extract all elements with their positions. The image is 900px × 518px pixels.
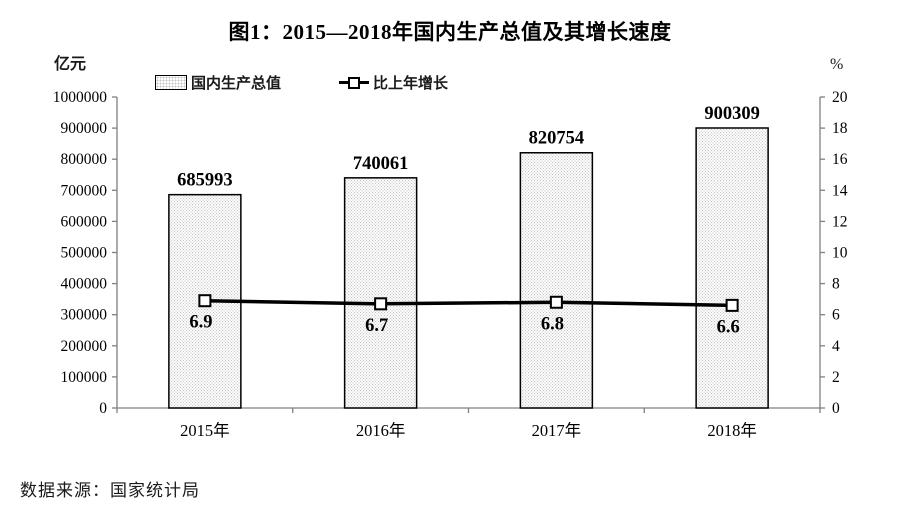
left-axis-tick-label: 0: [99, 400, 107, 417]
gdp-bar-swatch-icon: [155, 75, 187, 90]
right-axis-tick-label: 2: [832, 369, 840, 386]
right-axis-tick-label: 6: [832, 307, 840, 324]
growth-line-swatch-icon: [339, 76, 370, 89]
right-axis-tick-label: 0: [832, 400, 840, 417]
chart-legend: 国内生产总值 比上年增长: [155, 72, 448, 93]
legend-label-gdp: 国内生产总值: [191, 75, 282, 92]
growth-line: [204, 298, 733, 308]
left-axis-tick-label: 500000: [61, 245, 108, 262]
gdp-bar-value-label: 685993: [177, 171, 233, 191]
left-axis-tick-label: 100000: [61, 369, 108, 386]
right-axis-tick-label: 12: [832, 213, 848, 230]
right-axis-tick-label: 10: [832, 245, 848, 262]
legend-item-gdp: 国内生产总值: [155, 72, 281, 93]
x-axis-category-label: 2018年: [707, 421, 757, 440]
gdp-bar: [519, 151, 594, 409]
growth-rate-label: 6.9: [189, 313, 212, 333]
growth-line-marker: [725, 298, 739, 312]
right-axis-tick-label: 20: [832, 89, 848, 106]
growth-line-marker: [549, 295, 563, 309]
chart-title: 图1：2015—2018年国内生产总值及其增长速度: [228, 20, 672, 44]
left-axis-tick-label: 600000: [61, 213, 108, 230]
growth-rate-label: 6.7: [365, 316, 388, 336]
left-axis-tick-label: 700000: [61, 182, 108, 199]
left-axis-tick-label: 800000: [61, 151, 108, 168]
data-source-note: 数据来源：国家统计局: [20, 481, 200, 500]
right-axis-unit-label: %: [830, 56, 844, 73]
growth-rate-label: 6.8: [541, 314, 564, 334]
gdp-bar: [695, 127, 769, 409]
x-axis-category-label: 2015年: [180, 421, 230, 440]
left-axis-tick-label: 300000: [61, 307, 108, 324]
growth-line-marker: [374, 297, 388, 311]
left-axis-unit-label: 亿元: [54, 56, 87, 73]
gdp-bar: [343, 177, 418, 409]
growth-rate-label: 6.6: [717, 317, 740, 337]
right-axis-tick-label: 18: [832, 120, 848, 137]
left-axis-tick-label: 200000: [61, 338, 108, 355]
gdp-bar-value-label: 740061: [353, 154, 409, 174]
right-axis-tick-label: 4: [832, 338, 840, 355]
right-axis-tick-label: 8: [832, 276, 840, 293]
gdp-bar-value-label: 900309: [704, 104, 760, 124]
left-axis-tick-label: 400000: [61, 276, 108, 293]
x-axis-category-label: 2017年: [532, 421, 582, 440]
gdp-bar-value-label: 820754: [529, 129, 585, 149]
legend-item-growth: 比上年增长: [339, 72, 448, 93]
left-axis-tick-label: 900000: [61, 120, 108, 137]
legend-label-growth: 比上年增长: [373, 75, 449, 92]
left-axis-tick-label: 1000000: [53, 89, 108, 106]
x-axis-category-label: 2016年: [356, 421, 406, 440]
growth-line-marker: [198, 294, 212, 308]
right-axis-tick-label: 14: [832, 182, 848, 199]
right-axis-tick-label: 16: [832, 151, 848, 168]
